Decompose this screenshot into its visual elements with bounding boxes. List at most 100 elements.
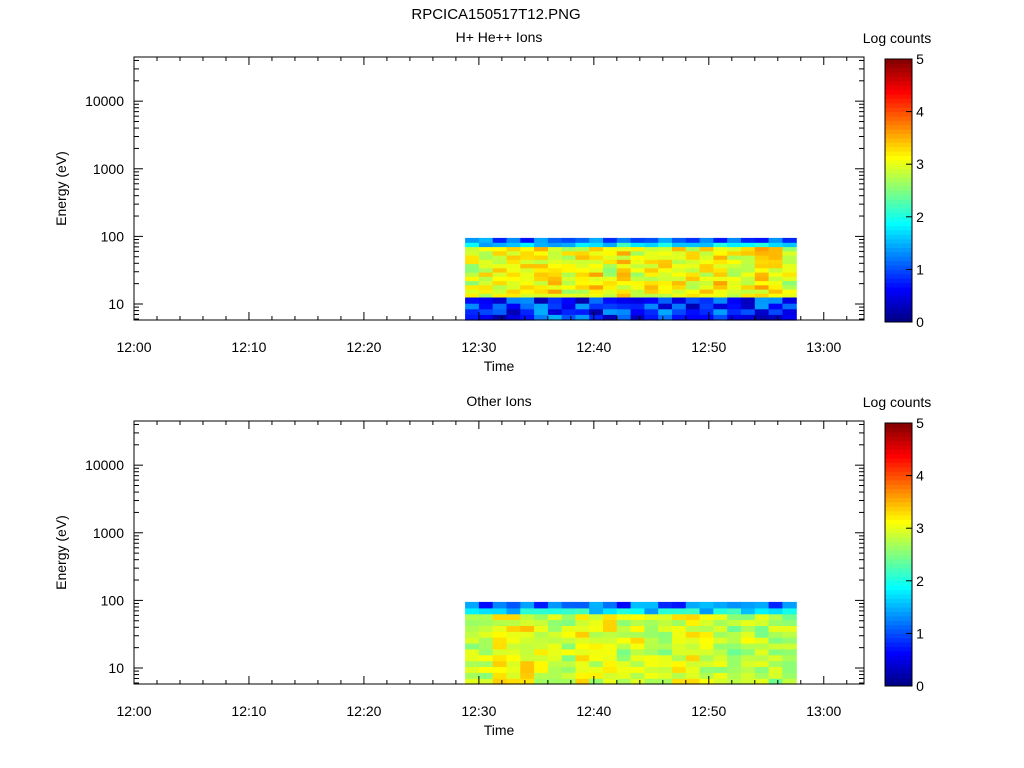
heatmap-cell [768,297,783,304]
heatmap-cell [782,660,797,667]
heatmap-cell [575,619,590,626]
panel-h-he-ions: H+ He++ Ions 12:00 12:10 12:20 12:30 12:40 12:… [53,29,931,374]
heatmap-cell [616,276,632,282]
heatmap-cell [465,259,480,265]
heatmap-cell [575,267,590,273]
heatmap-cell [478,642,494,650]
heatmap-cell [644,280,659,286]
heatmap-cell [754,271,770,277]
colorbar-segment [885,475,912,481]
heatmap-cell [699,280,714,286]
heatmap-cell [768,280,783,286]
heatmap-cell [741,246,756,252]
heatmap-cell [506,254,521,260]
heatmap-cell [603,242,618,248]
heatmap-cell [603,276,618,282]
heatmap-cell [478,271,494,277]
heatmap-cell [603,672,618,679]
heatmap-cell [644,284,659,290]
colorbar-segment [885,225,912,231]
y-tick-label: 1000 [93,525,124,541]
colorbar-frame [884,422,913,687]
heatmap-cell [782,271,797,277]
heatmap-cell [561,314,577,321]
heatmap-cell [713,242,728,248]
heatmap-cell [561,672,577,679]
heatmap-cell [603,666,618,673]
heatmap-cell [547,654,563,662]
heatmap-cell [685,288,701,294]
colorbar-segment [885,286,912,292]
heatmap-cell [644,314,659,321]
heatmap-cell [547,314,563,321]
x-tick-label: 12:40 [576,339,611,355]
heatmap-cell [699,303,714,310]
heatmap-cell [630,246,645,252]
heatmap-cell [768,631,783,638]
heatmap-cell [699,254,714,260]
heatmap-cell [754,259,770,265]
heatmap-cell [768,642,783,650]
heatmap-cell [754,280,770,286]
heatmap-cell [699,613,714,621]
heatmap-cell [644,242,659,248]
heatmap-cell [713,648,728,656]
heatmap-cell [672,293,687,299]
colorbar-segment [885,194,912,200]
heatmap-cell [685,259,701,265]
colorbar-segment [885,558,912,564]
heatmap-cell [782,648,797,656]
colorbar-tick-label: 5 [916,51,924,67]
heatmap-cell [782,267,797,273]
heatmap-cell [589,642,604,650]
heatmap-cell [506,654,521,662]
colorbar-segment [885,423,912,428]
heatmap-cell [699,263,714,269]
heatmap-cell [644,267,659,273]
colorbar-tick-label: 1 [916,261,924,277]
heatmap-cell [658,288,673,294]
colorbar-segment [885,629,912,634]
colorbar-segment [885,76,912,82]
heatmap-cell [741,648,756,656]
heatmap-cell [603,293,618,299]
colorbar-segment [885,269,912,275]
heatmap-cell [534,314,549,321]
heatmap-cell [782,678,797,685]
heatmap-cell [630,607,645,615]
heatmap-cell [575,607,590,615]
heatmap-cell [616,654,632,662]
heatmap-cell [589,246,604,252]
heatmap-cell [658,619,673,626]
heatmap-cell [575,637,590,644]
plot-frame [133,420,865,685]
colorbar-segment [885,212,912,218]
heatmap-cell [603,613,618,621]
heatmap-cell [478,678,494,685]
heatmap-cell [727,625,742,632]
heatmap-cell [658,246,673,252]
heatmap-cell [616,293,632,299]
heatmap-cell [561,308,577,315]
heatmap-cell [603,267,618,273]
heatmap-cell [768,284,783,290]
colorbar-segment [885,488,912,494]
heatmap-cell [589,648,604,656]
panel-title: H+ He++ Ions [456,29,543,45]
heatmap-cell [589,263,604,269]
heatmap-cell [630,250,645,256]
heatmap-cell [727,246,742,252]
colorbar-segment [885,493,912,499]
heatmap-cell [547,642,563,650]
heatmap-cell [616,246,632,252]
heatmap-cell [603,314,618,321]
heatmap-cell [672,288,687,294]
heatmap-cell [547,607,563,615]
heatmap-cell [754,637,770,644]
heatmap-cell [492,271,508,277]
heatmap-cell [616,263,632,269]
heatmap-cell [520,246,535,252]
heatmap-cell [547,631,563,638]
x-tick-label: 12:30 [461,703,496,719]
heatmap-cell [520,280,535,286]
